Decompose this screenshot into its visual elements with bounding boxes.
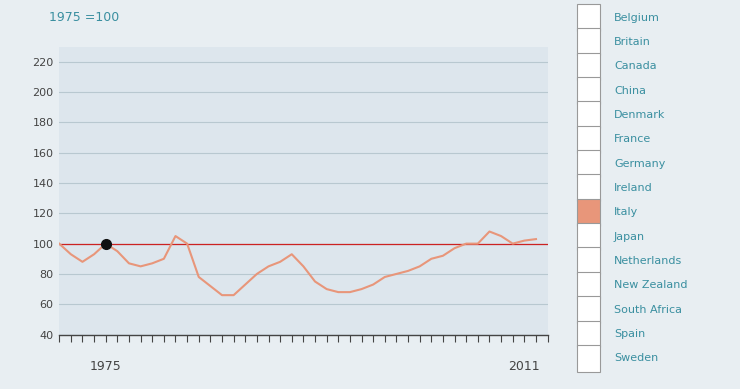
- Text: 1975: 1975: [90, 359, 121, 373]
- Text: Italy: Italy: [614, 207, 638, 217]
- Text: Britain: Britain: [614, 37, 650, 47]
- Bar: [576, 174, 599, 202]
- Text: 2011: 2011: [508, 359, 540, 373]
- Text: New Zealand: New Zealand: [614, 280, 687, 290]
- Text: Netherlands: Netherlands: [614, 256, 682, 266]
- Bar: [576, 247, 599, 274]
- Bar: [576, 4, 599, 31]
- Bar: [576, 272, 599, 299]
- Text: Ireland: Ireland: [614, 183, 653, 193]
- Text: Denmark: Denmark: [614, 110, 665, 120]
- Bar: [576, 150, 599, 177]
- Text: Japan: Japan: [614, 231, 645, 242]
- Bar: [576, 296, 599, 323]
- Text: Belgium: Belgium: [614, 12, 660, 23]
- Text: Canada: Canada: [614, 61, 656, 71]
- Bar: [576, 223, 599, 250]
- Bar: [576, 345, 599, 372]
- Text: 1975 =100: 1975 =100: [50, 11, 120, 24]
- Bar: [576, 102, 599, 128]
- Text: Germany: Germany: [614, 159, 665, 168]
- Bar: [576, 321, 599, 347]
- Bar: [576, 199, 599, 226]
- Bar: [576, 77, 599, 104]
- Bar: [576, 53, 599, 80]
- Text: Sweden: Sweden: [614, 353, 658, 363]
- Text: South Africa: South Africa: [614, 305, 682, 315]
- Text: France: France: [614, 134, 651, 144]
- Bar: [576, 126, 599, 153]
- Text: China: China: [614, 86, 646, 96]
- Bar: [576, 28, 599, 55]
- Text: Spain: Spain: [614, 329, 645, 339]
